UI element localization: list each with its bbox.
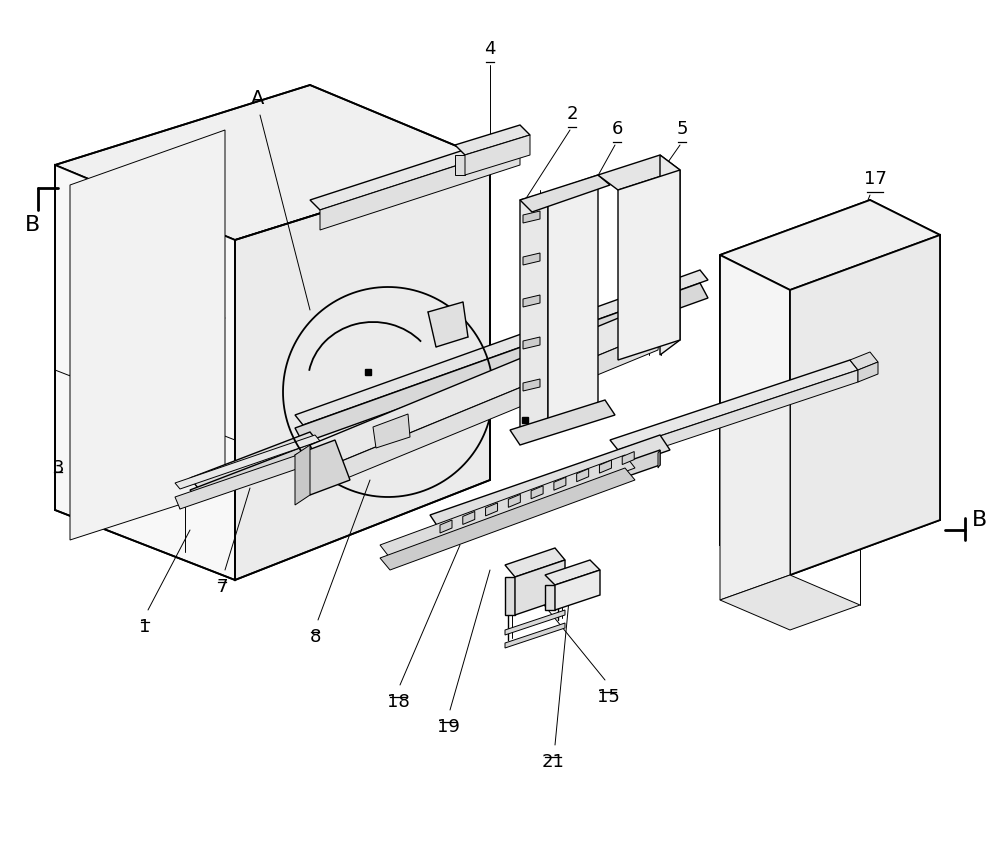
Text: 15: 15 — [597, 688, 619, 706]
Polygon shape — [310, 305, 660, 470]
Polygon shape — [858, 362, 878, 382]
Polygon shape — [850, 352, 878, 370]
Polygon shape — [545, 560, 600, 585]
Polygon shape — [310, 135, 520, 210]
Polygon shape — [520, 175, 610, 212]
Polygon shape — [428, 530, 430, 547]
Text: 5: 5 — [676, 120, 688, 138]
Polygon shape — [55, 165, 235, 580]
Text: 21: 21 — [542, 753, 564, 771]
Text: 1: 1 — [139, 618, 151, 636]
Text: 17: 17 — [864, 170, 886, 188]
Polygon shape — [531, 486, 543, 499]
Polygon shape — [486, 503, 498, 516]
Polygon shape — [465, 135, 530, 175]
Text: 16: 16 — [751, 528, 773, 546]
Text: 7: 7 — [216, 578, 228, 596]
Polygon shape — [380, 455, 635, 558]
Polygon shape — [428, 302, 468, 347]
Polygon shape — [430, 435, 670, 530]
Polygon shape — [520, 192, 548, 438]
Polygon shape — [505, 623, 565, 648]
Polygon shape — [505, 577, 515, 615]
Polygon shape — [523, 337, 540, 349]
Polygon shape — [235, 160, 490, 580]
Text: 19: 19 — [437, 718, 459, 736]
Polygon shape — [599, 460, 611, 473]
Polygon shape — [190, 444, 318, 500]
Polygon shape — [790, 235, 940, 575]
Polygon shape — [380, 468, 635, 570]
Polygon shape — [455, 155, 465, 175]
Text: B: B — [972, 510, 987, 530]
Polygon shape — [508, 494, 520, 507]
Polygon shape — [295, 440, 350, 495]
Polygon shape — [720, 200, 940, 290]
Polygon shape — [318, 330, 660, 490]
Polygon shape — [523, 295, 540, 307]
Polygon shape — [505, 548, 565, 577]
Text: 4: 4 — [484, 40, 496, 58]
Polygon shape — [70, 130, 225, 540]
Polygon shape — [618, 170, 680, 360]
Polygon shape — [295, 283, 708, 443]
Polygon shape — [610, 360, 858, 450]
Polygon shape — [295, 270, 708, 425]
Polygon shape — [720, 255, 790, 575]
Polygon shape — [548, 175, 598, 430]
Polygon shape — [523, 253, 540, 265]
Polygon shape — [523, 379, 540, 391]
Polygon shape — [577, 469, 589, 482]
Polygon shape — [545, 585, 555, 610]
Text: 6: 6 — [611, 120, 623, 138]
Text: A: A — [251, 89, 265, 108]
Polygon shape — [554, 477, 566, 490]
Polygon shape — [515, 560, 565, 615]
Polygon shape — [505, 610, 565, 635]
Text: 3: 3 — [52, 459, 64, 477]
Polygon shape — [430, 450, 660, 545]
Polygon shape — [440, 520, 452, 533]
Polygon shape — [720, 385, 790, 600]
Polygon shape — [463, 511, 475, 524]
Polygon shape — [373, 414, 410, 448]
Polygon shape — [308, 445, 320, 490]
Polygon shape — [720, 575, 860, 630]
Text: 8: 8 — [309, 628, 321, 646]
Text: B: B — [25, 215, 40, 235]
Polygon shape — [622, 451, 634, 465]
Polygon shape — [190, 432, 318, 488]
Polygon shape — [598, 155, 680, 190]
Polygon shape — [523, 211, 540, 223]
Polygon shape — [618, 370, 858, 462]
Polygon shape — [455, 125, 530, 155]
Polygon shape — [555, 570, 600, 610]
Text: 18: 18 — [387, 693, 409, 711]
Polygon shape — [295, 445, 310, 505]
Text: 2: 2 — [566, 105, 578, 123]
Polygon shape — [510, 400, 615, 445]
Polygon shape — [660, 155, 680, 355]
Polygon shape — [320, 145, 520, 230]
Polygon shape — [55, 85, 490, 240]
Polygon shape — [175, 449, 320, 509]
Polygon shape — [175, 435, 320, 489]
Polygon shape — [658, 450, 660, 468]
